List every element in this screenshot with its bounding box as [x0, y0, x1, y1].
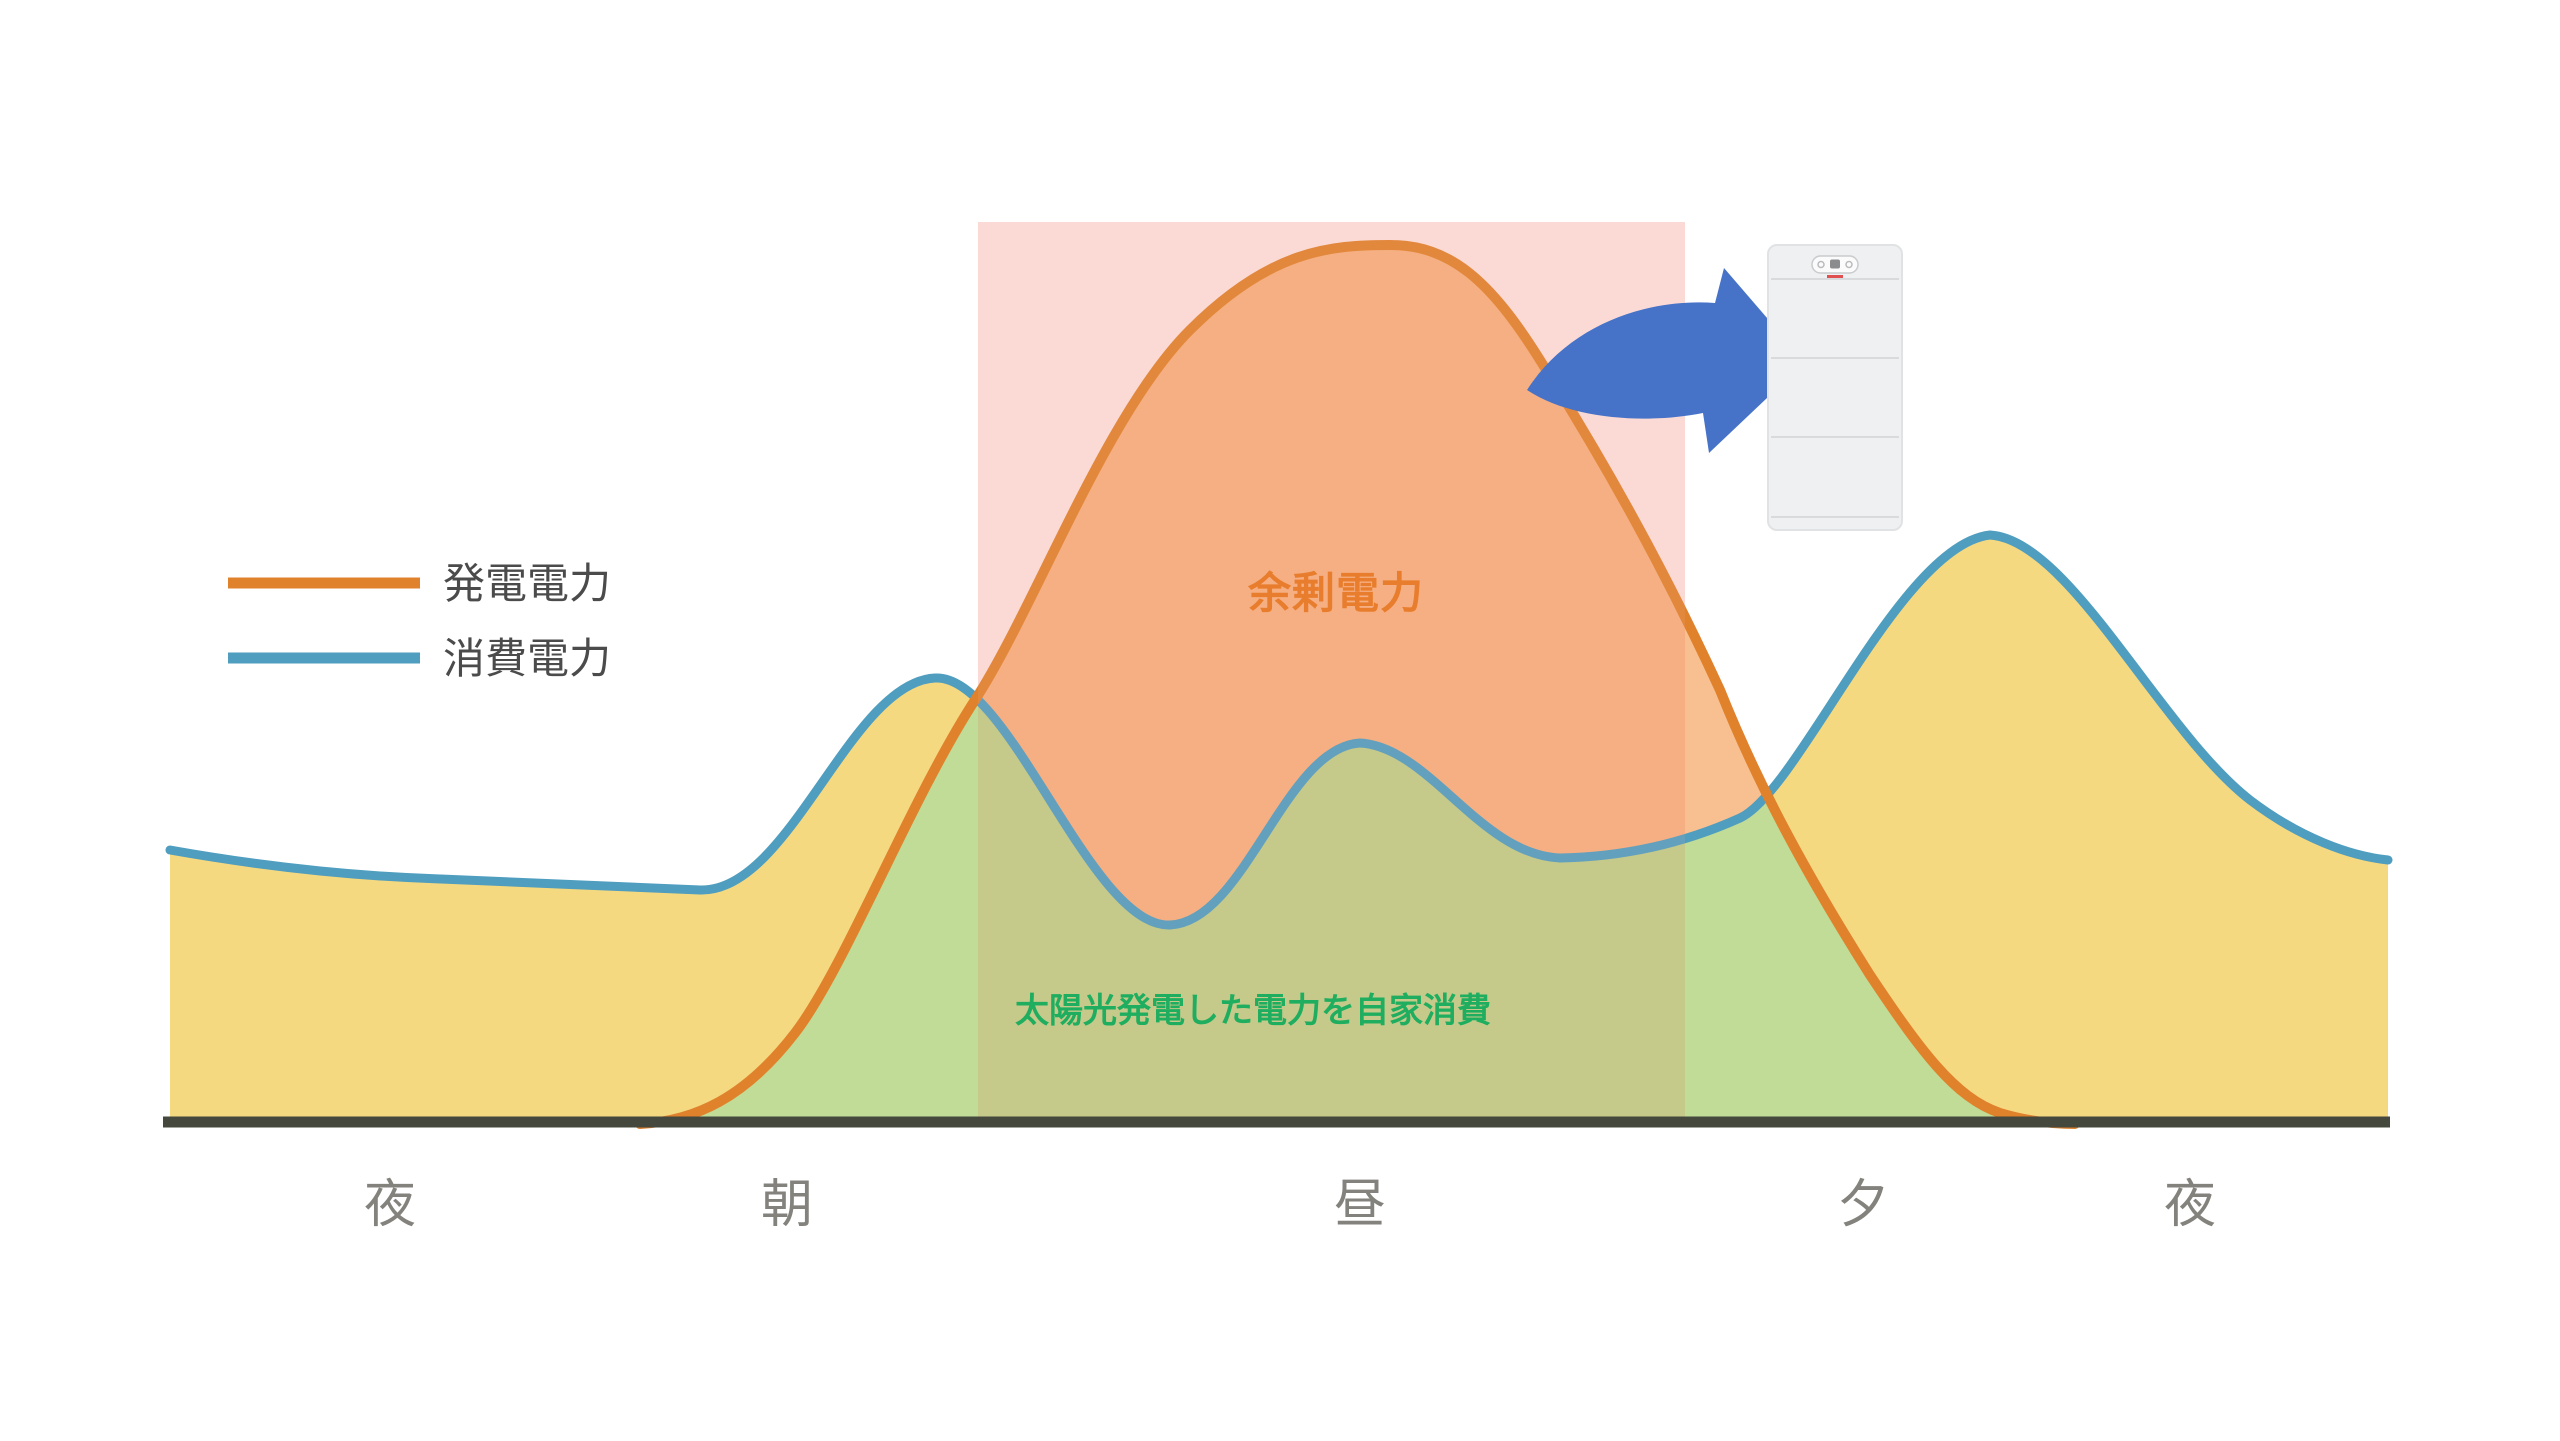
legend-consumption-label: 消費電力: [443, 635, 611, 682]
battery-indicator-right: [1845, 260, 1853, 269]
x-tick-evening: 夕: [1837, 1176, 1889, 1234]
curved-arrow-icon: [1527, 268, 1805, 453]
battery-body: [1767, 244, 1903, 531]
battery-logo-glyph: [1830, 259, 1840, 269]
battery-red-accent: [1827, 275, 1843, 278]
surplus-annotation: 余剰電力: [1247, 569, 1424, 618]
generation-curve: [635, 239, 2080, 1129]
battery-unit-icon: [1767, 244, 1903, 531]
battery-indicator-left: [1817, 260, 1825, 269]
legend-generation-label: 発電電力: [443, 560, 611, 607]
legend: 発電電力 消費電力: [228, 560, 611, 682]
x-tick-night1: 夜: [364, 1176, 416, 1234]
x-tick-noon: 昼: [1334, 1176, 1386, 1234]
x-tick-night2: 夜: [2164, 1176, 2216, 1234]
x-tick-morning: 朝: [761, 1176, 813, 1234]
self-consumption-annotation: 太陽光発電した電力を自家消費: [1015, 992, 1491, 1030]
consumption-curve: [165, 530, 2393, 930]
